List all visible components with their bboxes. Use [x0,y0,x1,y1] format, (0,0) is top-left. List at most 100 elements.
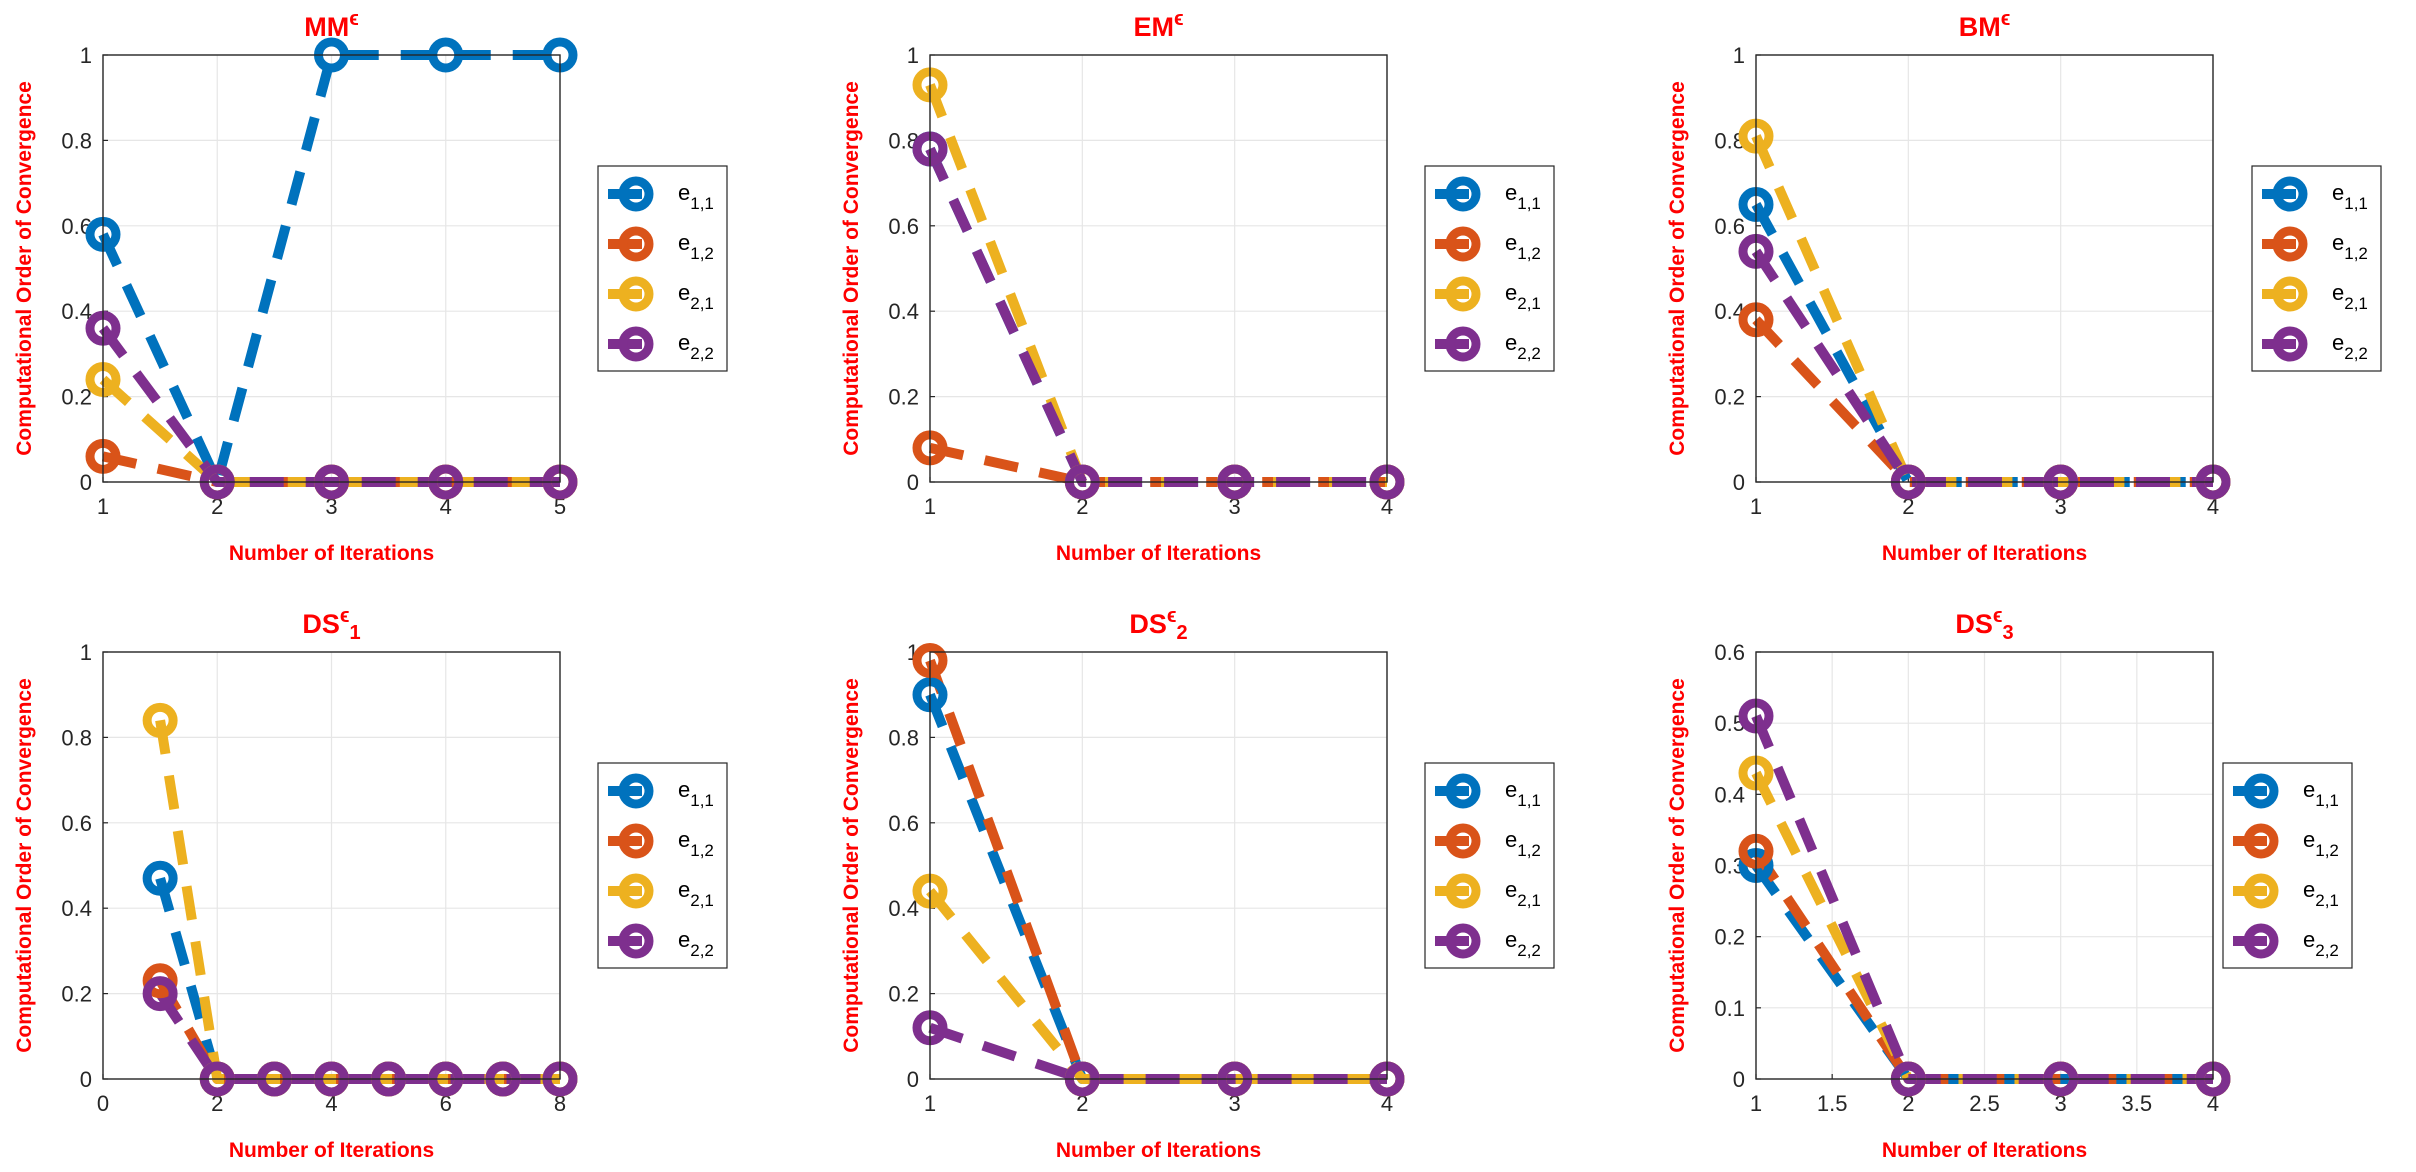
legend-box [2222,762,2353,969]
y-tick-label: 0.8 [61,128,92,153]
y-axis-label: Computational Order of Convergence [840,678,863,1053]
legend-label: e2,1 [1505,877,1541,910]
legend: e1,1 e1,2 e2,1 e2,2 [2222,762,2353,969]
legend-label: e2,1 [1505,280,1541,313]
y-tick-label: 0.1 [1714,996,1745,1021]
y-axis-label: Computational Order of Convergence [13,81,36,456]
legend-label: e1,2 [678,230,714,263]
chart-panel-4: 0 2 4 6 8 0 0.2 0.4 0.6 0.8 1 DSϵ1 Number of Iterati… [13,605,728,1162]
legend-label: e2,2 [2303,927,2339,960]
x-tick-label: 2 [211,1091,223,1116]
x-tick-label: 3 [1229,1091,1241,1116]
plot-area [930,652,1387,1079]
legend-marker [618,773,654,809]
legend-marker [1445,176,1481,212]
axes-box [929,651,1388,1080]
x-tick-label: 0 [97,1091,109,1116]
data-point [142,963,178,999]
y-tick-label: 0 [907,1067,919,1092]
chart-title: EMϵ [1133,8,1183,42]
x-tick-label: 4 [2207,494,2219,519]
y-axis-label: Computational Order of Convergence [1666,81,1689,456]
y-tick-label: 0.8 [888,725,919,750]
y-tick-label: 0 [907,470,919,495]
x-tick-label: 3.5 [2122,1091,2153,1116]
x-axis-label: Number of Iterations [229,542,434,565]
x-tick-label: 4 [440,494,452,519]
y-tick-label: 0.2 [61,982,92,1007]
y-tick-label: 1 [907,43,919,68]
legend-box [597,762,728,969]
legend-label: e1,1 [1505,180,1541,213]
axes-box [102,54,561,483]
legend: e1,1 e1,2 e2,1 e2,2 [597,762,728,969]
x-tick-label: 1 [924,1091,936,1116]
legend-marker [2272,176,2308,212]
axes-box [1755,54,2214,483]
data-point [142,976,178,1012]
x-axis-label: Number of Iterations [1056,1139,1261,1162]
legend-label: e1,2 [1505,827,1541,860]
x-tick-label: 8 [554,1091,566,1116]
y-tick-label: 0.2 [888,385,919,410]
y-tick-label: 0.6 [888,214,919,239]
x-tick-label: 3 [2055,494,2067,519]
legend: e1,1 e1,2 e2,1 e2,2 [597,165,728,372]
y-tick-label: 1 [80,43,92,68]
y-tick-label: 0 [1733,1067,1745,1092]
y-axis-label: Computational Order of Convergence [1666,678,1689,1053]
legend-marker [1445,823,1481,859]
x-tick-label: 3 [1229,494,1241,519]
legend-marker [2272,276,2308,312]
legend-label: e2,1 [678,877,714,910]
legend: e1,1 e1,2 e2,1 e2,2 [2251,165,2382,372]
x-tick-label: 3 [2055,1091,2067,1116]
y-tick-label: 0.4 [888,896,919,921]
legend-label: e2,2 [678,330,714,363]
legend-marker [2243,923,2279,959]
legend-marker [618,176,654,212]
chart-title: MMϵ [304,8,359,42]
legend-marker [2272,226,2308,262]
legend-marker [1445,773,1481,809]
legend-label: e1,2 [2332,230,2368,263]
legend-marker [618,873,654,909]
legend-box [1424,165,1555,372]
legend: e1,1 e1,2 e2,1 e2,2 [1424,762,1555,969]
legend-label: e2,1 [2332,280,2368,313]
x-axis-label: Number of Iterations [229,1139,434,1162]
x-tick-label: 4 [2207,1091,2219,1116]
x-tick-label: 2 [1902,1091,1914,1116]
legend-box [597,165,728,372]
x-tick-label: 2.5 [1969,1091,2000,1116]
legend-marker [2243,823,2279,859]
x-tick-label: 1 [97,494,109,519]
y-tick-label: 0.4 [888,299,919,324]
chart-title: DSϵ2 [1129,605,1187,644]
legend-box [2251,165,2382,372]
y-axis-label: Computational Order of Convergence [840,81,863,456]
y-tick-label: 0.2 [888,982,919,1007]
legend-marker [2272,326,2308,362]
x-tick-label: 2 [1076,494,1088,519]
y-tick-label: 0.2 [61,385,92,410]
x-axis-label: Number of Iterations [1882,542,2087,565]
chart-title: BMϵ [1959,8,2011,42]
y-tick-label: 0.4 [61,896,92,921]
legend-marker [618,923,654,959]
legend-label: e1,2 [678,827,714,860]
y-tick-label: 0.4 [1714,782,1745,807]
legend-label: e1,2 [1505,230,1541,263]
x-tick-label: 6 [440,1091,452,1116]
legend-marker [1445,873,1481,909]
y-tick-label: 0.8 [61,725,92,750]
x-tick-label: 4 [1381,1091,1393,1116]
plot-area [1756,55,2213,482]
y-tick-label: 0.2 [1714,385,1745,410]
y-tick-label: 1 [1733,43,1745,68]
series-line-e2-2 [925,146,1387,487]
x-axis-label: Number of Iterations [1056,542,1261,565]
